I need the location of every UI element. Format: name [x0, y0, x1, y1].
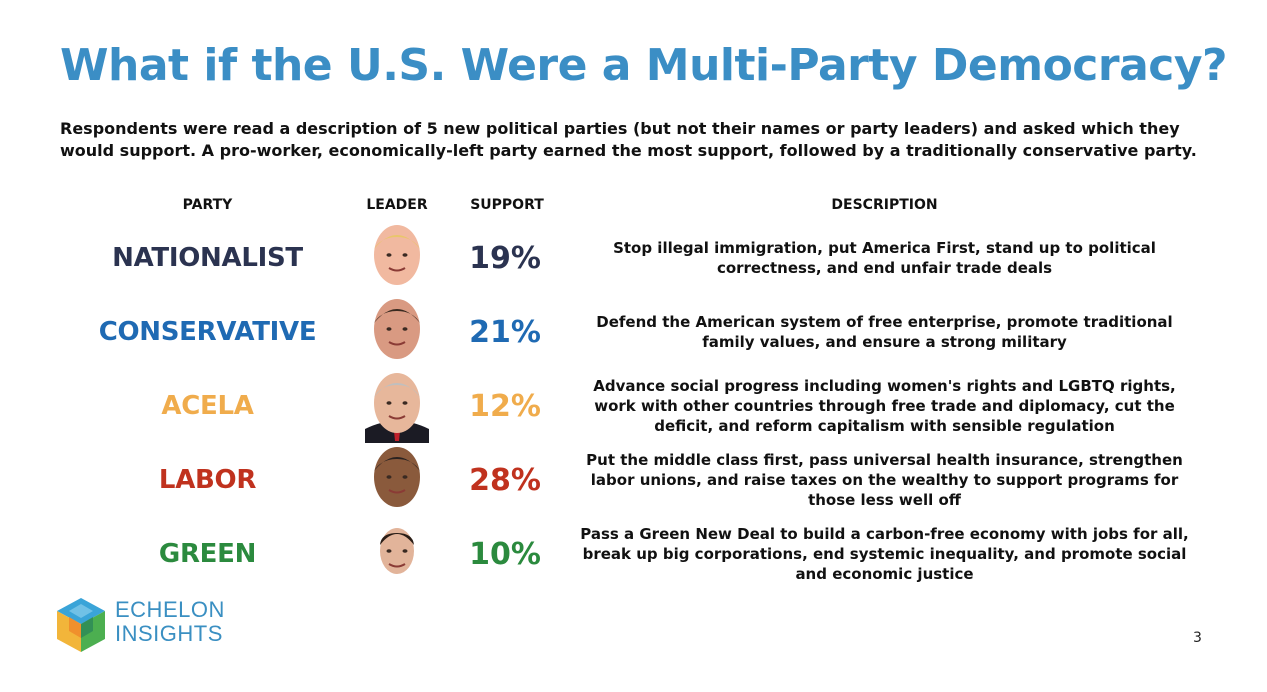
leader-portrait-icon	[355, 517, 439, 591]
page-subtitle: Respondents were read a description of 5…	[60, 119, 1197, 160]
leader-portrait-icon	[355, 369, 439, 443]
brand-line-1: ECHELON	[115, 597, 225, 622]
table-row: LABOR 28% Put the middle class first, pass…	[0, 443, 1267, 517]
table-row: ACELA 12% Advance social progress includin…	[0, 369, 1267, 443]
party-description: Advance social progress including women'…	[593, 377, 1176, 435]
party-description: Put the middle class first, pass univers…	[586, 451, 1183, 509]
header-description: DESCRIPTION	[831, 197, 938, 213]
page-number: 3	[1193, 630, 1202, 646]
party-name: CONSERVATIVE	[98, 317, 317, 347]
leader-portrait-icon	[355, 295, 439, 369]
support-value: 10%	[469, 536, 541, 572]
leader-portrait-icon	[355, 443, 439, 517]
table-row: CONSERVATIVE 21% Defend the American syste…	[0, 295, 1267, 369]
table-row: NATIONALIST 19% Stop illegal immigration, …	[0, 221, 1267, 295]
table-row: GREEN 10% Pass a Green New Deal to build a…	[0, 517, 1267, 591]
page-title: What if the U.S. Were a Multi-Party Demo…	[60, 40, 1228, 91]
party-name: ACELA	[161, 391, 254, 421]
party-name: NATIONALIST	[112, 243, 303, 273]
support-value: 28%	[469, 462, 541, 498]
cube-logo-icon	[57, 598, 105, 652]
party-description: Stop illegal immigration, put America Fi…	[613, 239, 1156, 277]
party-name: LABOR	[158, 465, 257, 495]
party-description: Pass a Green New Deal to build a carbon-…	[580, 525, 1189, 583]
support-value: 21%	[469, 314, 541, 350]
header-leader: LEADER	[366, 197, 428, 213]
party-name: GREEN	[158, 539, 257, 569]
support-value: 19%	[469, 240, 541, 276]
leader-portrait-icon	[355, 221, 439, 295]
party-description: Defend the American system of free enter…	[596, 313, 1173, 351]
echelon-insights-logo: ECHELON INSIGHTS	[55, 596, 245, 654]
brand-line-2: INSIGHTS	[115, 621, 223, 646]
support-value: 12%	[469, 388, 541, 424]
header-support: SUPPORT	[470, 197, 544, 213]
header-party: PARTY	[182, 197, 233, 213]
